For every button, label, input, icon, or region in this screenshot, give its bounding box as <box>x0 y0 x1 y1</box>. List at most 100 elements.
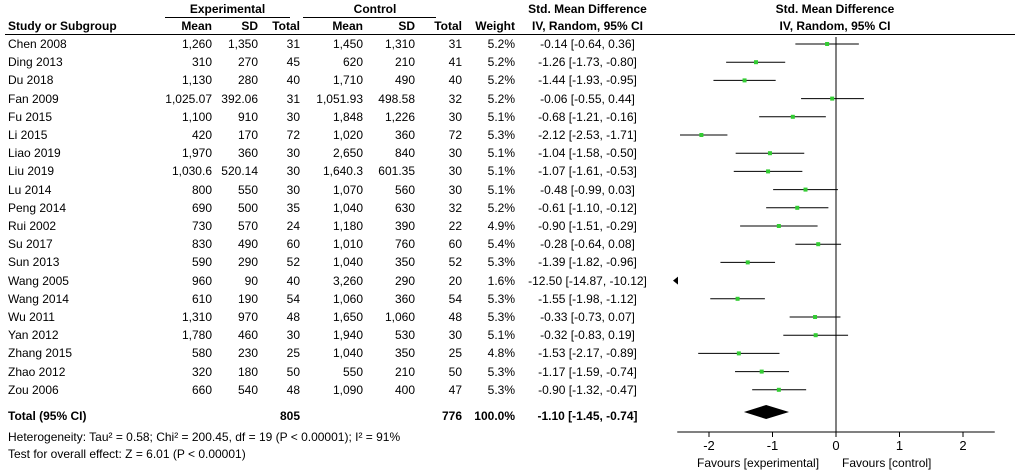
ctl-sd: 1,226 <box>384 109 415 124</box>
exp-total: 30 <box>286 146 300 161</box>
exp-sd: 392.06 <box>221 91 258 106</box>
pooled-diamond <box>743 405 790 419</box>
exp-mean: 1,970 <box>181 146 212 161</box>
effect-marker <box>776 224 781 228</box>
study-name: Wang 2014 <box>8 291 69 306</box>
ctl-total: 22 <box>448 219 462 233</box>
weight: 5.2% <box>487 37 515 51</box>
weight: 5.2% <box>487 200 515 215</box>
ci-text: -1.39 [-1.82, -0.96] <box>538 255 637 270</box>
study-name: Peng 2014 <box>8 200 67 215</box>
ci-text: -0.06 [-0.55, 0.44] <box>540 91 635 106</box>
ctl-sd: 210 <box>394 55 415 70</box>
ctl-total: 25 <box>448 346 462 361</box>
exp-total: 25 <box>286 346 300 361</box>
effect-marker <box>795 205 800 210</box>
ci-text: -0.28 [-0.64, 0.08] <box>540 237 635 252</box>
total-ci: -1.10 [-1.45, -0.74] <box>537 409 638 423</box>
ci-text: -0.32 [-0.83, 0.19] <box>540 328 635 343</box>
exp-sd: 540 <box>237 382 258 397</box>
weight: 5.1% <box>487 328 515 343</box>
ci-text: -12.50 [-14.87, -10.12] <box>528 273 647 288</box>
ctl-total: 40 <box>448 73 462 88</box>
ctl-mean: 1,020 <box>332 128 363 142</box>
weight: 5.3% <box>487 364 515 379</box>
total-exp-n: 805 <box>279 409 300 423</box>
total-weight: 100.0% <box>474 409 515 423</box>
exp-mean: 1,310 <box>181 310 212 324</box>
study-name: Rui 2002 <box>8 219 57 233</box>
ci-text: -0.14 [-0.64, 0.36] <box>540 37 635 51</box>
exp-total: 30 <box>286 328 300 343</box>
study-name: Su 2017 <box>8 237 53 252</box>
weight: 5.2% <box>487 73 515 88</box>
weight-header: Weight <box>475 19 515 33</box>
ctl-mean: 3,260 <box>332 273 363 288</box>
ctl-total: 32 <box>448 200 462 215</box>
ctl-sd: 840 <box>394 146 415 161</box>
x-tick-label: 1 <box>896 438 903 453</box>
ci-text: -0.48 [-0.99, 0.03] <box>540 182 635 197</box>
effect-marker <box>742 78 747 83</box>
exp-sd: 500 <box>237 200 258 215</box>
exp-mean: 420 <box>191 128 212 142</box>
ctl-sd: 210 <box>394 364 415 379</box>
study-name: Wu 2011 <box>8 310 55 324</box>
study-name: Liao 2019 <box>8 146 61 161</box>
weight: 5.3% <box>487 310 515 324</box>
exp-sd: 970 <box>237 310 258 324</box>
effect-marker <box>790 114 795 119</box>
ctl-mean: 1,450 <box>332 37 363 51</box>
study-name: Chen 2008 <box>8 37 67 51</box>
total-ctl-n: 776 <box>441 409 462 423</box>
ctl-sd: 490 <box>394 73 415 88</box>
exp-sd: 180 <box>237 364 258 379</box>
ci-method-header: IV, Random, 95% CI <box>532 19 643 33</box>
ctl-mean: 1,640.3 <box>322 164 363 179</box>
plot-method-header: IV, Random, 95% CI <box>779 19 891 33</box>
weight: 5.4% <box>487 237 515 252</box>
ctl-sd: 560 <box>394 182 415 197</box>
x-tick-label: -2 <box>703 438 715 453</box>
study-name: Zhao 2012 <box>8 364 66 379</box>
ci-text: -1.17 [-1.59, -0.74] <box>538 364 637 379</box>
ctl-mean: 1,650 <box>332 310 363 324</box>
exp-total: 48 <box>286 310 300 324</box>
ctl-sd: 530 <box>394 328 415 343</box>
effect-marker <box>803 187 808 192</box>
effect-marker <box>813 315 818 319</box>
ctl-total: 72 <box>448 128 462 142</box>
weight: 4.8% <box>487 346 515 361</box>
ctl-sd: 360 <box>394 128 415 142</box>
ctl-mean: 1,070 <box>332 182 363 197</box>
exp-sd: 90 <box>244 273 258 288</box>
exp-total: 30 <box>286 182 300 197</box>
exp-mean: 1,780 <box>181 328 212 343</box>
exp-total: 52 <box>286 255 300 270</box>
ctl-sd: 290 <box>394 273 415 288</box>
ctl-mean: 1,051.93 <box>316 91 363 106</box>
ctl-total-header: Total <box>434 19 462 33</box>
exp-sd: 1,350 <box>227 37 258 51</box>
ctl-sd: 601.35 <box>378 164 415 179</box>
study-name: Fu 2015 <box>8 109 53 124</box>
exp-total: 40 <box>286 73 300 88</box>
ci-text: -1.04 [-1.58, -0.50] <box>538 146 637 161</box>
ctl-mean: 1,060 <box>332 291 363 306</box>
study-name: Zou 2006 <box>8 382 59 397</box>
ctl-mean: 550 <box>342 364 363 379</box>
ctl-total: 30 <box>448 146 462 161</box>
exp-sd: 230 <box>237 346 258 361</box>
ctl-total: 48 <box>448 310 462 324</box>
exp-sd: 280 <box>237 73 258 88</box>
weight: 5.2% <box>487 55 515 70</box>
total-label: Total (95% CI) <box>8 409 87 423</box>
x-tick-label: 0 <box>832 438 839 453</box>
experimental-group-underline <box>165 17 290 18</box>
exp-mean: 1,260 <box>181 37 212 51</box>
exp-sd: 550 <box>237 182 258 197</box>
ci-text: -1.44 [-1.93, -0.95] <box>538 73 637 88</box>
ctl-total: 31 <box>448 37 462 51</box>
effect-marker <box>767 151 772 156</box>
ctl-mean: 2,650 <box>332 146 363 161</box>
